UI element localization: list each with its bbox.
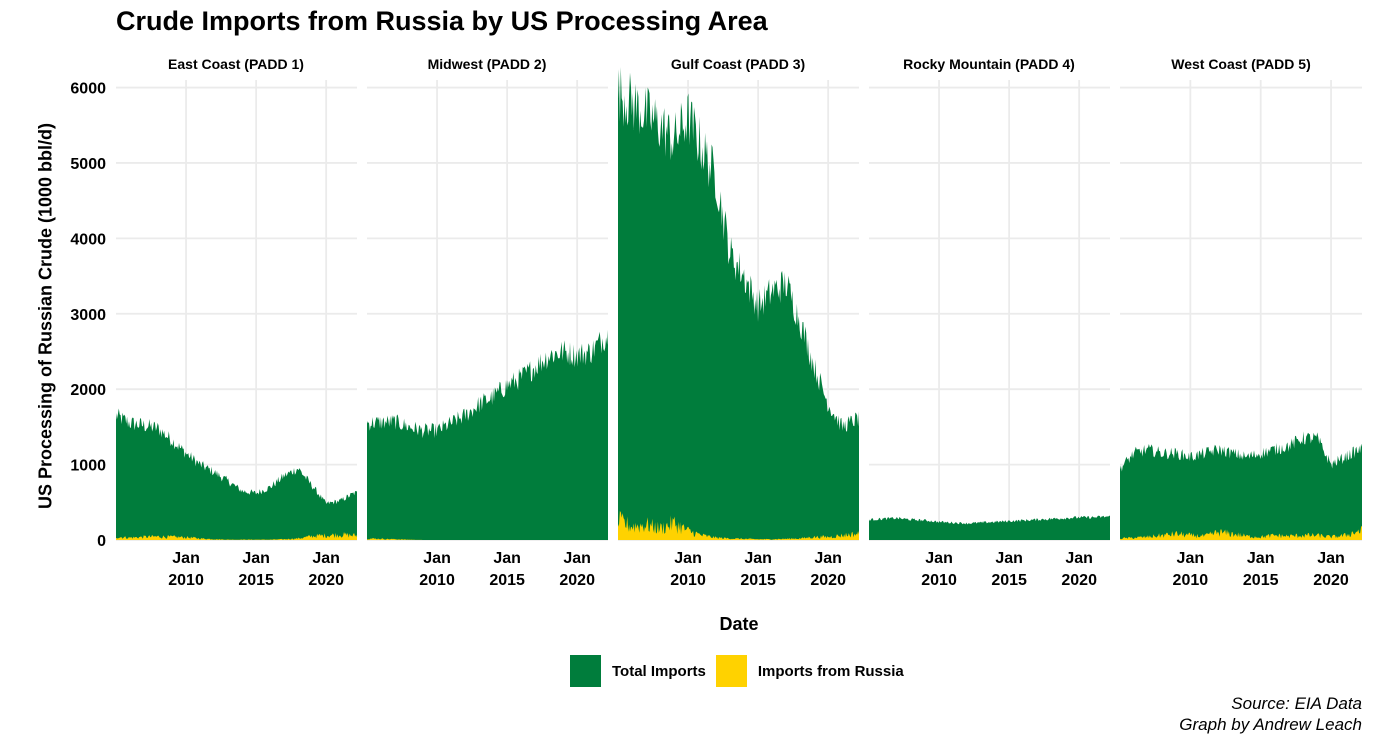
x-axis-title: Date xyxy=(719,614,759,634)
legend-item-imports-from-russia: Imports from Russia xyxy=(715,655,904,687)
legend-label-imports-from-russia: Imports from Russia xyxy=(757,662,904,680)
panel-3: Jan 2010 Jan 2015 Jan 2020 xyxy=(618,67,859,589)
x-tick-label: 2010 xyxy=(670,572,706,589)
panel-title-midwest: Midwest (PADD 2) xyxy=(427,56,547,72)
panel-4: Jan 2010 Jan 2015 Jan 2020 xyxy=(869,80,1110,589)
panel-1: Jan 2010 Jan 2015 Jan 2020 xyxy=(116,80,357,589)
y-tick-label: 4000 xyxy=(70,231,106,248)
panel-5: Jan 2010 Jan 2015 Jan 2020 xyxy=(1120,80,1362,589)
legend-swatch-total-imports xyxy=(570,655,601,687)
x-tick-label: Jan xyxy=(814,550,842,567)
area-total-imports xyxy=(367,329,608,540)
x-tick-label: Jan xyxy=(1065,550,1093,567)
x-tick-label: Jan xyxy=(423,550,451,567)
x-tick-label: 2010 xyxy=(921,572,957,589)
legend-swatch-imports-from-russia xyxy=(715,655,747,687)
x-tick-label: Jan xyxy=(563,550,591,567)
area-imports-from-russia xyxy=(618,511,859,540)
x-tick-label: Jan xyxy=(242,550,270,567)
x-tick-label: 2015 xyxy=(1243,572,1279,589)
x-tick-label: 2020 xyxy=(1061,572,1097,589)
x-tick-label: Jan xyxy=(1247,550,1275,567)
x-tick-label: Jan xyxy=(312,550,340,567)
panel-title-west-coast: West Coast (PADD 5) xyxy=(1171,56,1311,72)
x-tick-label: Jan xyxy=(1317,550,1345,567)
x-tick-label: Jan xyxy=(172,550,200,567)
caption-source: Source: EIA Data xyxy=(1231,694,1362,713)
area-imports-from-russia xyxy=(1120,525,1362,540)
x-tick-label: Jan xyxy=(1177,550,1205,567)
y-tick-label: 2000 xyxy=(70,382,106,399)
chart-title: Crude Imports from Russia by US Processi… xyxy=(116,6,768,36)
x-tick-label: 2015 xyxy=(238,572,274,589)
x-tick-label: Jan xyxy=(925,550,953,567)
x-tick-label: Jan xyxy=(995,550,1023,567)
x-tick-label: 2020 xyxy=(308,572,344,589)
area-total-imports xyxy=(618,67,859,540)
caption-credit: Graph by Andrew Leach xyxy=(1179,715,1362,734)
x-tick-label: 2010 xyxy=(1173,572,1209,589)
y-tick-label: 1000 xyxy=(70,458,106,475)
x-tick-label: 2015 xyxy=(489,572,525,589)
legend: Total Imports Imports from Russia xyxy=(570,655,914,687)
area-total-imports xyxy=(116,408,357,540)
y-tick-label: 5000 xyxy=(70,156,106,173)
area-total-imports xyxy=(1120,431,1362,540)
area-total-imports xyxy=(869,515,1110,540)
x-tick-label: Jan xyxy=(493,550,521,567)
x-tick-label: 2010 xyxy=(419,572,455,589)
panel-title-rocky-mountain: Rocky Mountain (PADD 4) xyxy=(903,56,1075,72)
x-tick-label: 2015 xyxy=(740,572,776,589)
legend-item-total-imports: Total Imports xyxy=(570,655,706,687)
area-imports-from-russia xyxy=(116,532,357,540)
area-imports-from-russia xyxy=(367,538,608,540)
y-tick-label: 6000 xyxy=(70,81,106,98)
x-tick-label: 2020 xyxy=(559,572,595,589)
x-tick-label: 2020 xyxy=(1313,572,1349,589)
x-tick-label: Jan xyxy=(744,550,772,567)
legend-label-total-imports: Total Imports xyxy=(612,662,706,680)
panel-title-gulf-coast: Gulf Coast (PADD 3) xyxy=(670,56,806,72)
x-tick-label: Jan xyxy=(674,550,702,567)
panel-2: Jan 2010 Jan 2015 Jan 2020 xyxy=(367,80,608,589)
panel-title-east-coast: East Coast (PADD 1) xyxy=(168,56,304,72)
chart-plot-area: Jan 2010 Jan 2015 Jan 2020 Jan 2010 Jan 2015 Jan 20… xyxy=(70,67,1362,589)
x-tick-label: 2020 xyxy=(810,572,846,589)
x-tick-label: 2015 xyxy=(991,572,1027,589)
x-tick-label: 2010 xyxy=(168,572,204,589)
y-tick-label: 0 xyxy=(97,533,106,550)
y-tick-label: 3000 xyxy=(70,307,106,324)
caption: Source: EIA Data Graph by Andrew Leach xyxy=(1179,693,1362,735)
